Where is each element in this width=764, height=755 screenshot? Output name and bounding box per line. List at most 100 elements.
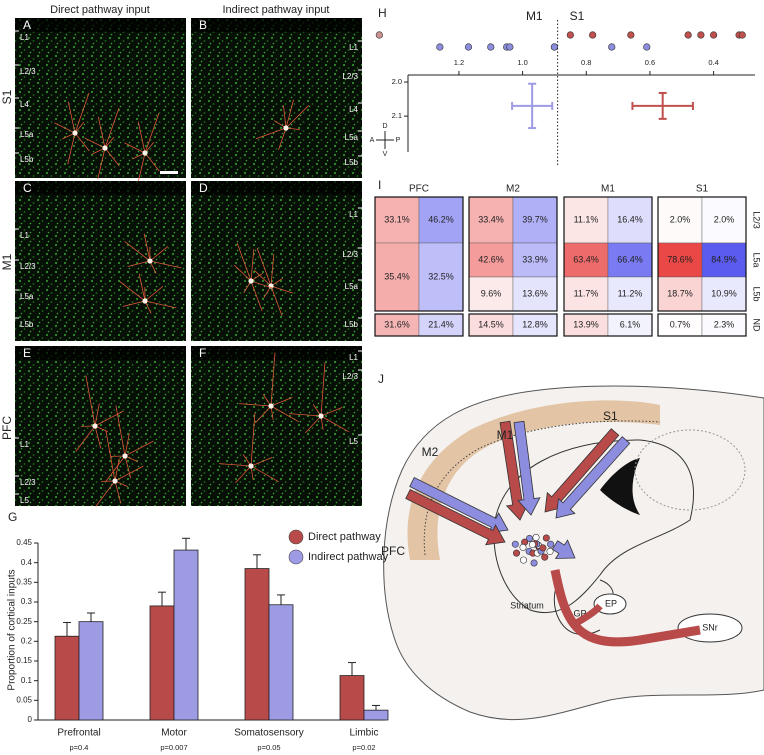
label: 0.25 xyxy=(16,617,32,626)
soma xyxy=(147,258,153,264)
label: S1 xyxy=(0,89,14,104)
label: 18.7% xyxy=(667,288,693,298)
legend-marker xyxy=(288,549,304,565)
dendrite xyxy=(97,147,106,180)
neuron-dot xyxy=(511,540,519,548)
dendrite xyxy=(124,440,154,457)
point xyxy=(506,43,514,51)
projection-arrow xyxy=(499,420,530,521)
dendrite xyxy=(270,405,300,423)
nd-frame xyxy=(563,313,653,337)
dendrite xyxy=(144,300,177,309)
label: PFC xyxy=(0,416,14,440)
bar xyxy=(268,604,294,721)
dendrite xyxy=(278,127,287,150)
label: L5b xyxy=(20,155,34,164)
nd-frame xyxy=(657,313,747,337)
label: 0.7% xyxy=(670,319,691,329)
label: 2.3% xyxy=(714,319,735,329)
label: 11.2% xyxy=(618,288,643,298)
dendrite xyxy=(235,465,252,484)
soma xyxy=(318,413,324,419)
micrograph-top xyxy=(191,18,362,32)
dendrite xyxy=(320,407,343,417)
label: B xyxy=(199,18,207,32)
label: L4 xyxy=(20,100,29,109)
soma xyxy=(248,278,254,284)
label: 12.8% xyxy=(522,319,548,329)
label: 42.6% xyxy=(478,254,504,264)
dendrite xyxy=(256,247,272,287)
label: 16.4% xyxy=(617,214,643,224)
heat-cell xyxy=(701,196,747,244)
dendrite xyxy=(74,92,90,134)
dendrite xyxy=(74,132,90,152)
dendrite xyxy=(236,242,252,282)
bar xyxy=(173,549,199,721)
label: 11.1% xyxy=(574,214,599,224)
label: G xyxy=(8,510,17,524)
point xyxy=(710,31,718,39)
dendrite xyxy=(67,101,76,134)
label: 66.4% xyxy=(617,254,643,264)
label: EP xyxy=(605,598,617,608)
dendrite xyxy=(127,260,151,267)
dendrite xyxy=(250,280,263,312)
dendrite xyxy=(105,430,116,482)
dendrite xyxy=(54,122,76,134)
neuron-dot xyxy=(519,543,527,551)
nd-frame xyxy=(374,313,464,337)
dendrite xyxy=(144,152,160,172)
bar xyxy=(78,621,104,721)
heat-cell xyxy=(607,196,653,244)
label: M1 xyxy=(601,184,615,195)
dendrite xyxy=(270,285,293,294)
neuron-dot xyxy=(513,549,521,557)
area-frame xyxy=(374,196,464,312)
dendrite xyxy=(270,397,293,407)
soma xyxy=(102,145,108,151)
label: L2/3 xyxy=(342,72,358,81)
label: L1 xyxy=(20,33,29,42)
label: L2/3 xyxy=(342,250,358,259)
point xyxy=(589,31,597,39)
ventricle xyxy=(600,458,640,515)
neuron-dot xyxy=(541,553,549,561)
projection-arrow xyxy=(551,539,576,559)
label: M1 xyxy=(0,253,14,270)
label: 0.4 xyxy=(708,58,718,67)
label: 13.9% xyxy=(573,319,599,329)
ep-pathway xyxy=(571,603,603,629)
neuron-dot xyxy=(525,534,533,542)
projection-arrow xyxy=(544,428,620,513)
dendrite xyxy=(67,132,76,165)
heat-cell xyxy=(512,242,558,278)
dendrite xyxy=(119,281,146,302)
label: Direct pathway input xyxy=(50,4,150,16)
dendrite xyxy=(97,116,106,149)
point xyxy=(738,31,746,39)
dendrite xyxy=(95,480,116,507)
label: E xyxy=(23,346,31,360)
dendrite xyxy=(94,425,102,449)
label: V xyxy=(383,151,388,158)
label: 33.4% xyxy=(478,214,504,224)
label: 0.45 xyxy=(16,538,32,547)
label: 0.15 xyxy=(16,656,32,665)
legend-marker xyxy=(288,529,304,545)
area-frame xyxy=(657,196,747,312)
label: 33.1% xyxy=(384,214,410,224)
projection-arrow xyxy=(513,420,541,516)
dendrite xyxy=(270,285,283,317)
label: I xyxy=(378,178,381,192)
dendrite xyxy=(115,405,126,457)
micrograph-top xyxy=(15,18,186,32)
label: 0.8 xyxy=(581,58,591,67)
projection-arrow xyxy=(409,476,509,534)
label: M1 xyxy=(526,9,543,23)
point xyxy=(375,31,383,39)
label: 1.2 xyxy=(454,58,464,67)
dendrite xyxy=(144,112,160,154)
label: Limbic xyxy=(350,728,379,739)
dendrite xyxy=(104,107,120,149)
